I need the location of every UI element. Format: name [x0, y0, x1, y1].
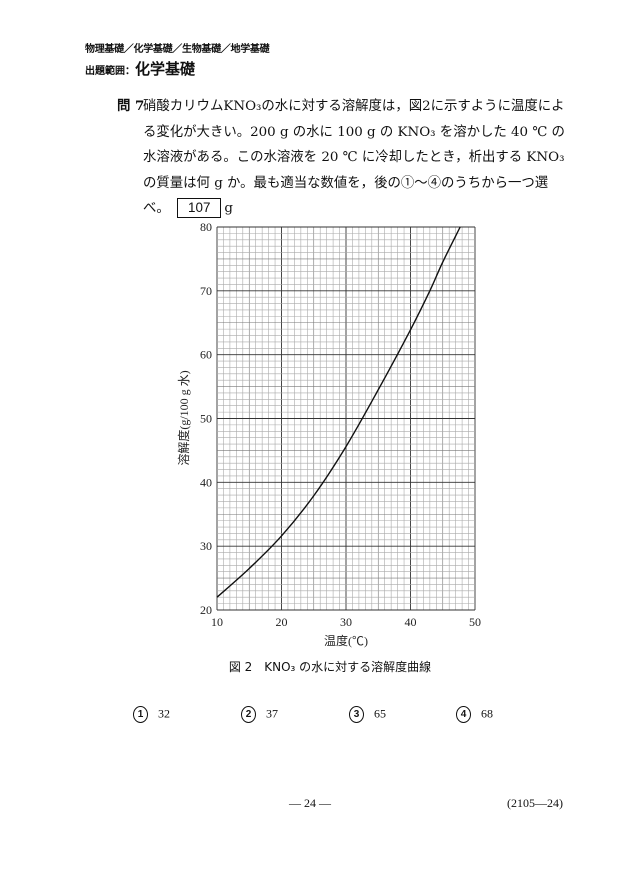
- choice-value: 65: [374, 706, 386, 721]
- answer-box: 107: [177, 198, 222, 218]
- x-tick-label: 10: [211, 615, 223, 629]
- choice-3[interactable]: 3 65: [349, 706, 386, 723]
- y-tick-label: 70: [200, 284, 212, 298]
- answer-unit: g: [224, 201, 233, 216]
- x-tick-label: 20: [276, 615, 288, 629]
- chart-grid: [216, 226, 476, 611]
- choice-2[interactable]: 2 37: [241, 706, 278, 723]
- x-axis-label: 温度(℃): [324, 633, 368, 648]
- choice-mark: 3: [349, 706, 364, 723]
- y-axis-label: 溶解度(g/100 g 水): [176, 370, 191, 465]
- x-tick-label: 40: [405, 615, 417, 629]
- x-tick-label: 30: [340, 615, 352, 629]
- scope-value: 化学基礎: [135, 60, 196, 78]
- page-number: — 24 —: [289, 796, 331, 810]
- choice-value: 32: [158, 706, 170, 721]
- exam-code: (2105—24): [507, 796, 563, 810]
- question-number: 問 7: [117, 98, 145, 114]
- question-text: 硝酸カリウムKNO₃の水に対する溶解度は，図2に示すように温度による変化が大きい…: [143, 99, 565, 216]
- subjects-header: 物理基礎／化学基礎／生物基礎／地学基礎: [85, 44, 270, 55]
- choice-mark: 1: [133, 706, 148, 723]
- question-7: 問 7 硝酸カリウムKNO₃の水に対する溶解度は，図2に示すように温度による変化…: [117, 94, 567, 222]
- choice-value: 37: [266, 706, 278, 721]
- choice-1[interactable]: 1 32: [133, 706, 170, 723]
- solubility-curve: [216, 226, 461, 598]
- y-tick-label: 40: [200, 475, 212, 489]
- y-tick-label: 20: [200, 603, 212, 617]
- y-tick-label: 50: [200, 412, 212, 426]
- y-tick-label: 80: [200, 220, 212, 234]
- choice-4[interactable]: 4 68: [456, 706, 493, 723]
- x-tick-label: 50: [469, 615, 481, 629]
- y-tick-label: 60: [200, 348, 212, 362]
- choice-value: 68: [481, 706, 493, 721]
- choice-mark: 2: [241, 706, 256, 723]
- scope-header: 出題範囲：化学基礎: [85, 58, 195, 79]
- scope-label: 出題範囲：: [85, 66, 135, 77]
- figure-caption: 図 2 KNO₃ の水に対する溶解度曲線: [228, 660, 432, 674]
- y-tick-label: 30: [200, 539, 212, 553]
- choice-mark: 4: [456, 706, 471, 723]
